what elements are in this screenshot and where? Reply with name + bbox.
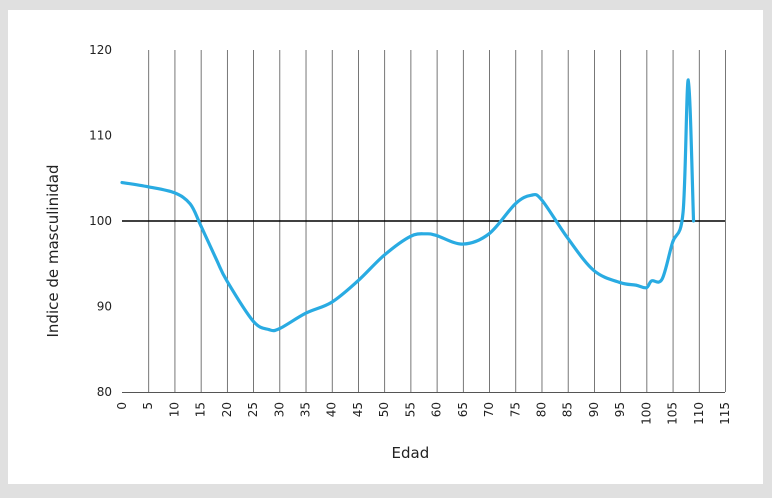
x-tick-label-65: 65 bbox=[456, 402, 470, 417]
x-tick-label-35: 35 bbox=[299, 402, 313, 417]
x-tick-label-10: 10 bbox=[167, 402, 181, 417]
x-tick-label-110: 110 bbox=[692, 402, 706, 425]
x-tick-label-25: 25 bbox=[246, 402, 260, 417]
y-tick-label-90: 90 bbox=[97, 300, 112, 314]
x-tick-label-55: 55 bbox=[403, 402, 417, 417]
x-tick-label-0: 0 bbox=[115, 402, 129, 410]
x-tick-label-5: 5 bbox=[141, 402, 155, 410]
x-tick-label-50: 50 bbox=[377, 402, 391, 417]
series-line bbox=[120, 78, 696, 333]
x-axis-label: Edad bbox=[392, 444, 430, 462]
x-tick-label-15: 15 bbox=[194, 402, 208, 417]
x-tick-label-90: 90 bbox=[587, 402, 601, 417]
y-axis-label: Indice de masculinidad bbox=[44, 165, 62, 338]
x-tick-label-80: 80 bbox=[534, 402, 548, 417]
x-tick-label-115: 115 bbox=[718, 402, 732, 425]
x-tick-label-75: 75 bbox=[508, 402, 522, 417]
x-tick-labels: 0 5 10 15 20 25 30 35 40 45 50 55 60 65 70 75 80 85 90 95 10… bbox=[115, 402, 732, 425]
y-tick-label-120: 120 bbox=[89, 43, 112, 57]
x-tick-label-60: 60 bbox=[430, 402, 444, 417]
x-tick-label-20: 20 bbox=[220, 402, 234, 417]
x-tick-label-70: 70 bbox=[482, 402, 496, 417]
x-tick-label-95: 95 bbox=[613, 402, 627, 417]
x-tick-label-105: 105 bbox=[666, 402, 680, 425]
y-tick-label-80: 80 bbox=[97, 385, 112, 399]
y-tick-labels: 80 90 100 110 120 bbox=[89, 43, 112, 399]
x-tick-label-100: 100 bbox=[639, 402, 653, 425]
y-tick-label-110: 110 bbox=[89, 129, 112, 143]
x-tick-label-85: 85 bbox=[561, 402, 575, 417]
chart-panel: 80 90 100 110 120 0 5 10 15 20 25 30 35 40 45 50 55 60 65… bbox=[8, 10, 763, 484]
line-chart: 80 90 100 110 120 0 5 10 15 20 25 30 35 40 45 50 55 60 65… bbox=[44, 43, 732, 462]
x-tick-label-40: 40 bbox=[325, 402, 339, 417]
y-tick-label-100: 100 bbox=[89, 214, 112, 228]
x-tick-label-45: 45 bbox=[351, 402, 365, 417]
x-tick-label-30: 30 bbox=[272, 402, 286, 417]
